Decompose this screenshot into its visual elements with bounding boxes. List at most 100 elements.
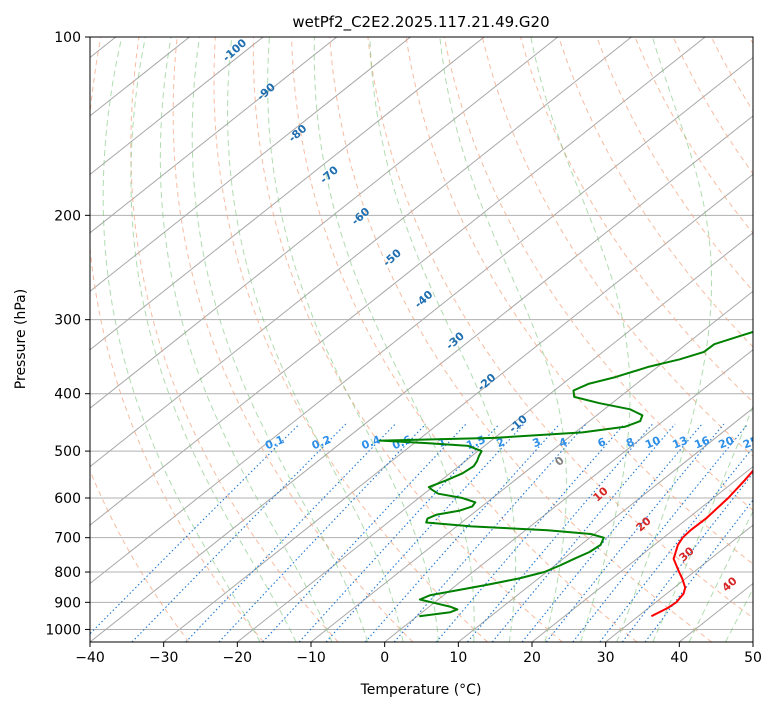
moist-adiabat	[616, 37, 713, 642]
mixing-ratio-label: 8	[624, 435, 636, 450]
isotherm-line	[90, 115, 753, 642]
mixing-ratio-label: 6	[596, 435, 608, 450]
skew-line-label: -10	[506, 412, 530, 435]
moist-adiabat	[102, 37, 261, 642]
mixing-ratio-label: 20	[717, 434, 736, 452]
dry-adiabat	[367, 37, 753, 619]
skew-line-label: -30	[443, 329, 467, 352]
mixing-ratio-label: 4	[557, 435, 569, 450]
skew-line-label: -100	[220, 36, 249, 64]
skew-line-label: -80	[286, 122, 310, 145]
mixing-ratio-label: 0.4	[360, 433, 383, 452]
skew-line-label: 40	[720, 574, 740, 594]
dry-adiabat	[329, 37, 713, 642]
isotherm-line	[458, 407, 753, 642]
isotherm-line	[531, 465, 753, 642]
moist-adiabat	[369, 37, 517, 642]
dry-adiabat	[90, 37, 264, 642]
skew-line-label: -20	[475, 371, 499, 394]
y-tick-label: 200	[54, 208, 81, 224]
x-tick-label: 50	[744, 650, 762, 666]
mixing-ratio-line	[393, 423, 587, 642]
isotherm-line	[90, 37, 485, 351]
mixing-ratio-line	[298, 423, 500, 642]
isotherm-line	[163, 173, 753, 642]
y-tick-label: 100	[54, 30, 81, 46]
y-axis-label: Pressure (hPa)	[13, 289, 29, 389]
y-tick-label: 600	[54, 491, 81, 507]
moist-adiabat	[159, 37, 333, 642]
isotherm-line	[310, 290, 753, 642]
skew-line-label: -60	[349, 205, 373, 228]
dry-adiabat	[520, 37, 753, 403]
x-tick-label: 0	[380, 650, 389, 666]
dry-adiabat	[252, 37, 563, 642]
isotherm-line	[237, 232, 753, 642]
mixing-ratio-line	[572, 423, 749, 642]
moist-adiabat	[313, 37, 475, 642]
x-tick-label: 40	[670, 650, 688, 666]
x-tick-label: −40	[75, 650, 105, 666]
mixing-ratio-label: 13	[670, 434, 689, 452]
mixing-ratio-label: 0.1	[263, 433, 286, 452]
isotherm-line	[90, 37, 559, 409]
moist-adiabat	[130, 37, 297, 642]
moist-adiabat	[530, 37, 631, 642]
mixing-ratio-line	[90, 423, 300, 635]
y-tick-label: 700	[54, 531, 81, 547]
mixing-ratio-label: 30	[762, 434, 775, 452]
y-tick-label: 500	[54, 444, 81, 460]
isotherm-line	[605, 524, 753, 642]
plot-frame	[89, 36, 754, 643]
isotherm-line	[90, 37, 632, 468]
x-tick-label: −20	[223, 650, 253, 666]
mixing-ratio-line	[262, 423, 467, 642]
mixing-ratio-label: 3	[531, 435, 543, 450]
isotherm-line	[384, 349, 753, 642]
skew-line-label: -50	[380, 246, 404, 269]
mixing-ratio-line	[131, 423, 347, 642]
mixing-ratio-line	[521, 423, 703, 642]
chart-title: wetPf2_C2E2.2025.117.21.49.G20	[292, 13, 549, 32]
x-tick-label: 30	[597, 650, 615, 666]
x-tick-label: 20	[523, 650, 541, 666]
moist-adiabat	[267, 37, 439, 642]
x-tick-label: −10	[296, 650, 326, 666]
dry-adiabat	[90, 469, 190, 642]
y-tick-label: 300	[54, 313, 81, 329]
moist-adiabat	[226, 37, 404, 642]
mixing-ratio-label: 25	[741, 434, 760, 452]
mixing-ratio-label: 1	[436, 435, 448, 450]
x-tick-label: −30	[149, 650, 179, 666]
y-tick-label: 400	[54, 387, 81, 403]
temperature-profile	[650, 469, 753, 618]
dry-adiabat	[634, 37, 753, 235]
mixing-ratio-label: 16	[693, 434, 712, 452]
moist-adiabat	[439, 37, 567, 642]
isotherm-line	[90, 37, 706, 526]
mixing-ratio-label: 10	[643, 434, 662, 452]
dry-adiabat	[443, 37, 753, 511]
isotherm-line	[90, 37, 411, 292]
mixing-ratio-line	[325, 423, 525, 642]
skew-line-label: 0	[552, 454, 567, 469]
isotherm-line	[90, 37, 264, 176]
skew-line-label: 20	[634, 514, 654, 534]
dry-adiabat	[710, 37, 753, 112]
mixing-ratio-line	[364, 423, 561, 642]
mixing-ratio-label: 0.2	[310, 433, 333, 452]
y-tick-label: 900	[54, 595, 81, 611]
x-tick-label: 10	[449, 650, 467, 666]
y-tick-label: 800	[54, 565, 81, 581]
x-axis-label: Temperature (°C)	[360, 682, 482, 698]
skew-line-label: 10	[591, 484, 611, 504]
moist-adiabat	[191, 37, 369, 642]
mixing-ratio-line	[621, 472, 753, 642]
dewpoint-profile	[378, 330, 753, 618]
isotherm-line	[90, 56, 753, 585]
isotherm-line	[752, 641, 753, 642]
mixing-ratio-label: 2	[495, 435, 507, 450]
y-tick-label: 1000	[45, 622, 81, 638]
